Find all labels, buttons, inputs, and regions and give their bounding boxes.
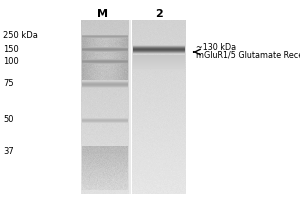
- Text: ~130 kDa: ~130 kDa: [196, 43, 237, 51]
- Text: 2: 2: [155, 9, 163, 19]
- Text: M: M: [97, 9, 107, 19]
- Text: 75: 75: [3, 79, 13, 88]
- Text: 37: 37: [3, 148, 14, 156]
- Text: 150: 150: [3, 45, 19, 53]
- Text: 250 kDa: 250 kDa: [3, 31, 38, 40]
- Text: 100: 100: [3, 56, 19, 66]
- Text: mGluR1/5 Glutamate Receptor: mGluR1/5 Glutamate Receptor: [196, 50, 300, 60]
- Text: 50: 50: [3, 116, 13, 124]
